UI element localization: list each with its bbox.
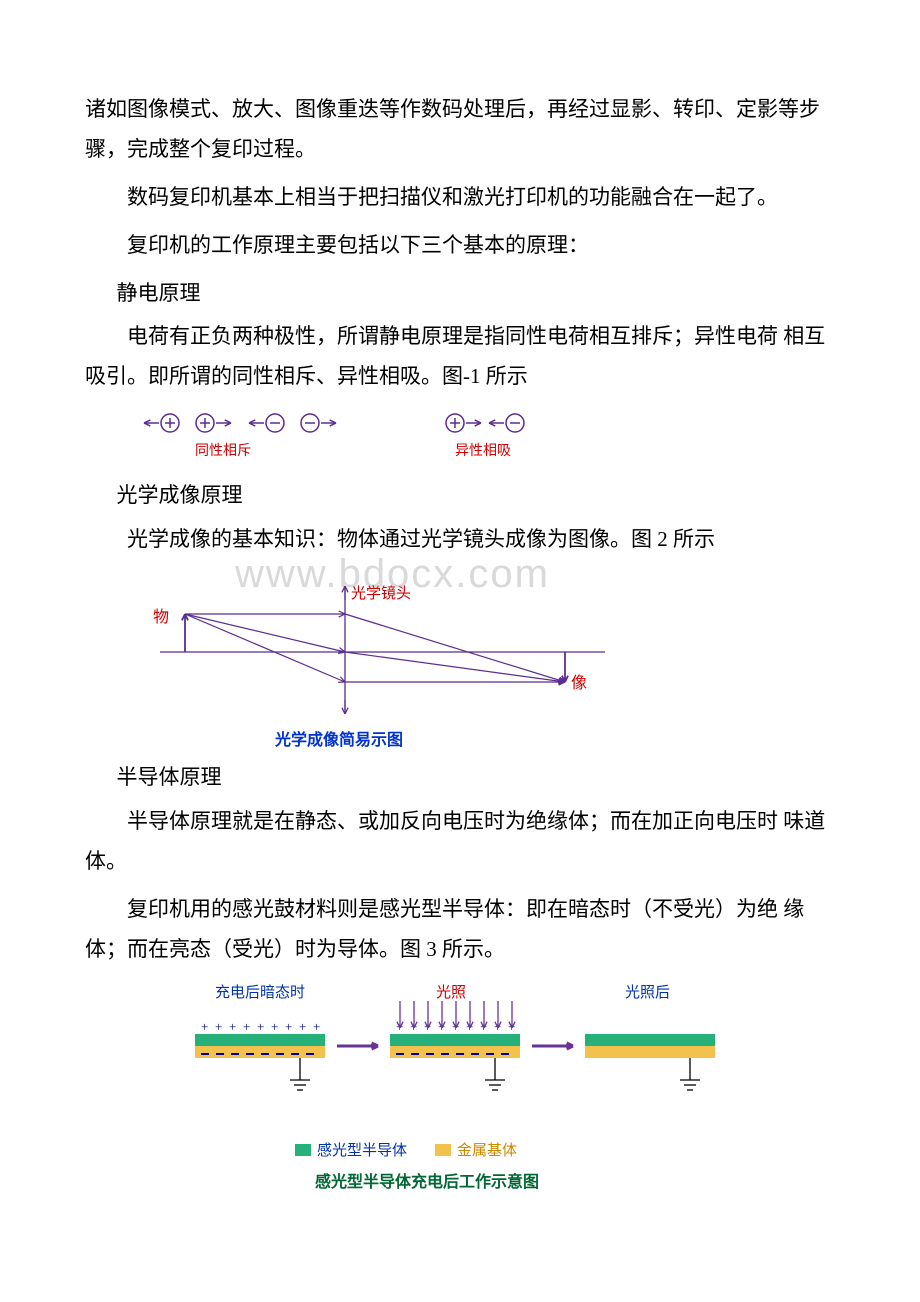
svg-text:异性相吸: 异性相吸	[455, 443, 511, 459]
section-2-title: 光学成像原理	[85, 476, 835, 516]
svg-text:光学镜头: 光学镜头	[351, 584, 411, 602]
paragraph-1: 诸如图像模式、放大、图像重迭等作数码处理后，再经过显影、转印、定影等步骤，完成整…	[85, 90, 835, 170]
figure-1: 同性相斥 异性相吸	[135, 405, 835, 470]
fig3-svg: 充电后暗态时光照光照后++++++++++++++++++	[175, 979, 775, 1129]
svg-text:+: +	[229, 1019, 236, 1034]
svg-text:+: +	[243, 1019, 250, 1034]
fig3-legend: 感光型半导体 金属基体	[295, 1139, 835, 1160]
svg-text:+: +	[299, 1019, 306, 1034]
legend-semi-label: 感光型半导体	[317, 1139, 407, 1160]
legend-semiconductor: 感光型半导体	[295, 1139, 407, 1160]
svg-text:+: +	[285, 1019, 292, 1034]
paragraph-5: 光学成像的基本知识：物体通过光学镜头成像为图像。图 2 所示	[85, 520, 835, 560]
section-3-title: 半导体原理	[85, 758, 835, 798]
figure-2: www.bdocx.com 物像光学镜头 光学成像简易示图	[145, 582, 835, 750]
svg-text:像: 像	[571, 674, 587, 692]
fig3-caption: 感光型半导体充电后工作示意图	[315, 1168, 835, 1192]
legend-metal-label: 金属基体	[457, 1139, 517, 1160]
svg-text:物: 物	[153, 608, 169, 626]
svg-text:同性相斥: 同性相斥	[195, 443, 251, 459]
paragraph-3: 复印机的工作原理主要包括以下三个基本的原理：	[85, 226, 835, 266]
paragraph-4: 电荷有正负两种极性，所谓静电原理是指同性电荷相互排斥；异性电荷 相互吸引。即所谓…	[85, 317, 835, 397]
fig1-svg: 同性相斥 异性相吸	[135, 405, 595, 465]
legend-metal: 金属基体	[435, 1139, 517, 1160]
svg-text:+: +	[215, 1019, 222, 1034]
section-1-title: 静电原理	[85, 274, 835, 314]
svg-text:光照: 光照	[436, 984, 466, 1001]
svg-text:+: +	[257, 1019, 264, 1034]
svg-text:+: +	[201, 1019, 208, 1034]
swatch-metal	[435, 1144, 451, 1156]
paragraph-2: 数码复印机基本上相当于把扫描仪和激光打印机的功能融合在一起了。	[85, 178, 835, 218]
figure-3: 充电后暗态时光照光照后++++++++++++++++++ 感光型半导体 金属基…	[175, 979, 835, 1192]
svg-text:+: +	[313, 1019, 320, 1034]
svg-text:+: +	[271, 1019, 278, 1034]
paragraph-6: 半导体原理就是在静态、或加反向电压时为绝缘体；而在加正向电压时 味道体。	[85, 802, 835, 882]
fig2-svg: 物像 光学镜头	[145, 582, 625, 722]
fig2-caption: 光学成像简易示图	[275, 726, 835, 750]
swatch-semiconductor	[295, 1144, 311, 1156]
svg-text:光照后: 光照后	[625, 984, 670, 1001]
svg-text:充电后暗态时: 充电后暗态时	[215, 984, 305, 1001]
paragraph-7: 复印机用的感光鼓材料则是感光型半导体：即在暗态时（不受光）为绝 缘体；而在亮态（…	[85, 890, 835, 970]
